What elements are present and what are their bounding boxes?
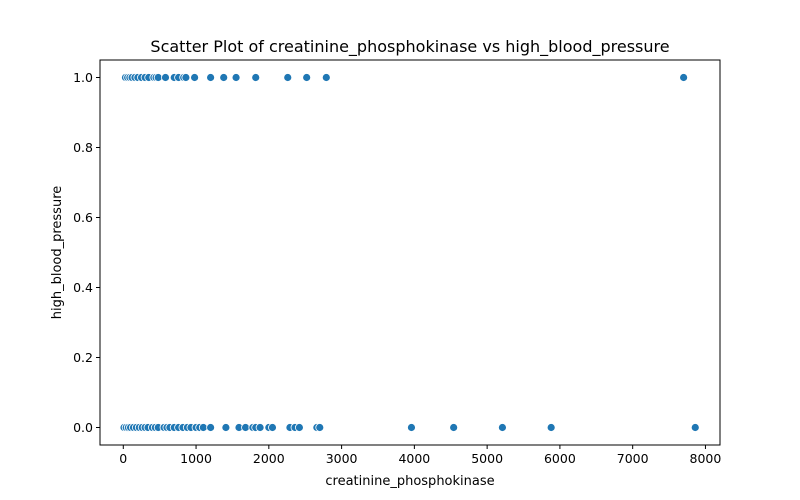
x-tick-label: 7000: [617, 451, 649, 466]
x-tick-label: 1000: [180, 451, 212, 466]
y-axis-label: high_blood_pressure: [50, 186, 65, 320]
y-tick-label: 0.6: [73, 210, 93, 225]
y-tick-label: 0.2: [73, 350, 93, 365]
y-tick-label: 0.0: [73, 420, 93, 435]
data-point: [206, 73, 216, 82]
x-tick-label: 8000: [690, 451, 722, 466]
data-point: [302, 73, 312, 82]
data-point: [221, 423, 231, 432]
x-axis-ticks: 0 1000 2000 3000 4000 5000 6000 7000 8000: [119, 445, 721, 466]
data-point: [161, 73, 170, 82]
data-point: [251, 73, 261, 82]
chart-title: Scatter Plot of creatinine_phosphokinase…: [150, 37, 669, 57]
x-tick-label: 0: [119, 451, 127, 466]
data-point: [219, 73, 229, 82]
data-point: [315, 423, 325, 432]
data-point: [546, 423, 556, 432]
data-point: [407, 423, 416, 432]
data-point: [255, 423, 265, 432]
x-tick-label: 4000: [398, 451, 430, 466]
plot-frame: [99, 59, 721, 446]
y-axis-ticks: 0.0 0.2 0.4 0.6 0.8 1.0: [73, 70, 100, 435]
x-tick-label: 6000: [544, 451, 576, 466]
x-tick-label: 3000: [326, 451, 358, 466]
data-point: [231, 73, 241, 82]
y-tick-label: 1.0: [73, 70, 93, 85]
y-tick-label: 0.8: [73, 140, 93, 155]
data-point: [283, 73, 293, 82]
points-layer: [119, 73, 700, 432]
data-point: [321, 73, 331, 82]
x-tick-label: 5000: [471, 451, 503, 466]
data-point: [679, 73, 689, 82]
data-point: [498, 423, 507, 432]
data-point: [690, 423, 700, 432]
data-point: [181, 73, 191, 82]
data-point: [190, 73, 200, 82]
x-tick-label: 2000: [253, 451, 285, 466]
data-point: [241, 423, 250, 432]
data-point: [294, 423, 304, 432]
x-axis-label: creatinine_phosphokinase: [325, 474, 494, 489]
data-point: [449, 423, 459, 432]
data-point: [198, 423, 208, 432]
data-point: [206, 423, 216, 432]
y-tick-label: 0.4: [73, 280, 93, 295]
data-point: [153, 73, 163, 82]
data-point: [268, 423, 277, 432]
